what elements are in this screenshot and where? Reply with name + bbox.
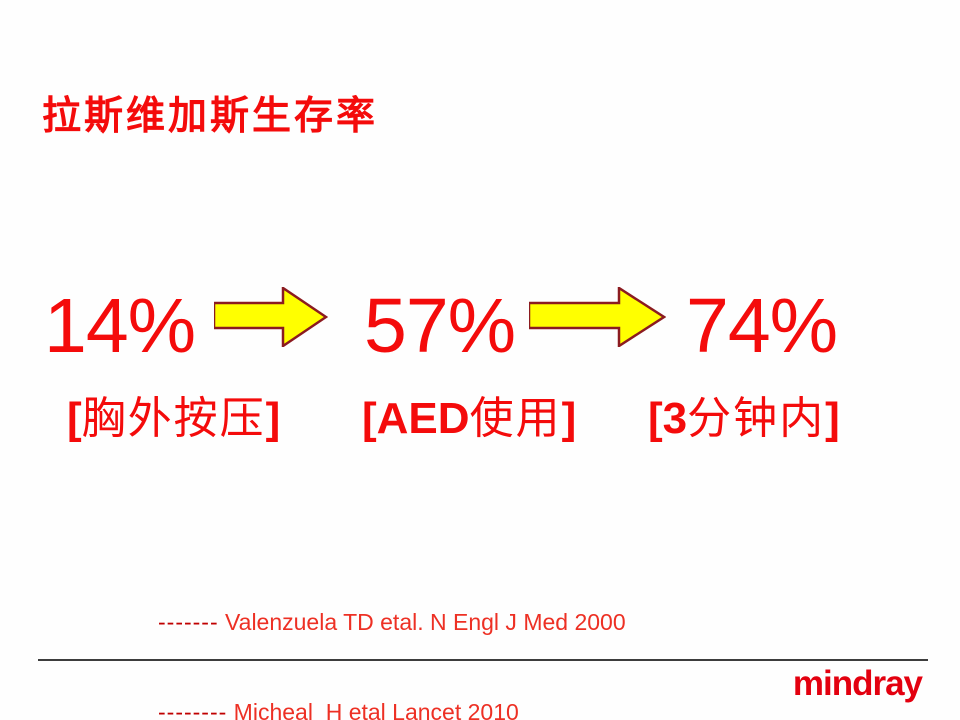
citation-text: Valenzuela TD etal. N Engl J Med 2000 [218, 609, 626, 635]
label-latin: AED [376, 394, 470, 443]
slide-title: 拉斯维加斯生存率 [42, 95, 379, 138]
step-label-chest-compression: [胸外按压] [67, 397, 280, 441]
bracket-close: ] [561, 394, 577, 443]
survival-rate-value-1: 14% [44, 283, 196, 369]
step-label-aed-use: [AED使用] [362, 397, 576, 441]
citation-line: -------- Micheal H etal Lancet 2010 [158, 697, 626, 720]
bracket-open: [ [648, 394, 663, 443]
bracket-open: [ [362, 394, 377, 443]
citation-line: ------- Valenzuela TD etal. N Engl J Med… [158, 607, 626, 637]
survival-rate-value-3: 74% [686, 283, 838, 369]
label-cjk: 分钟内 [687, 394, 826, 443]
label-cjk: 胸外按压 [81, 394, 266, 443]
arrow-right-icon [529, 287, 666, 347]
label-latin: 3 [662, 394, 688, 443]
label-cjk: 使用 [469, 394, 562, 443]
mindray-logo: mindray [792, 664, 923, 703]
footer-divider [38, 659, 928, 661]
survival-rate-value-2: 57% [364, 283, 516, 369]
citation-dashes: ------- [158, 609, 219, 635]
bracket-close: ] [825, 394, 840, 443]
bracket-open: [ [67, 394, 82, 443]
step-label-within-3-minutes: [3分钟内] [648, 397, 840, 441]
citation-text: Micheal H etal Lancet 2010 [227, 699, 519, 720]
citation-dashes: -------- [158, 699, 228, 720]
citations-block: ------- Valenzuela TD etal. N Engl J Med… [158, 547, 626, 720]
arrow-right-icon [214, 287, 328, 347]
bracket-close: ] [265, 394, 281, 443]
